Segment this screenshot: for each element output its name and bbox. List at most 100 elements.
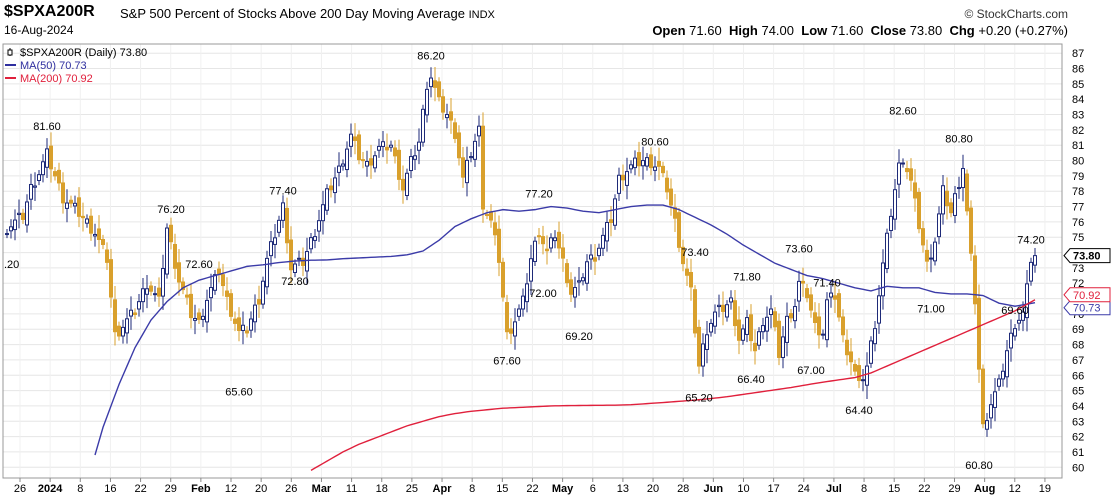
price-annotation: 86.20 (417, 50, 445, 62)
candle-body (309, 237, 313, 250)
x-tick-label: 18 (376, 483, 388, 495)
candle-body (9, 226, 13, 232)
price-annotation: 71.40 (813, 277, 841, 289)
price-annotation: 80.60 (641, 136, 669, 148)
candle-body (393, 147, 397, 157)
candle-body (337, 165, 341, 173)
candle-body (317, 220, 321, 232)
candle-body (457, 132, 461, 159)
candle-body (513, 321, 517, 337)
candle-body (741, 328, 745, 341)
ohlc-readout: Open 71.60 High 74.00 Low 71.60 Close 73… (652, 23, 1068, 38)
candle-body (253, 304, 257, 323)
candle-body (409, 156, 413, 172)
candle-body (401, 178, 405, 191)
candle-body (621, 174, 625, 181)
candle-body (157, 287, 161, 297)
price-annotation: 80.80 (945, 133, 973, 145)
candle-body (929, 257, 933, 260)
candle-body (173, 243, 177, 269)
candle-body (289, 239, 293, 271)
candle-body (313, 236, 317, 241)
price-tag-label: 73.80 (1073, 251, 1101, 263)
y-tick-label: 80 (1072, 156, 1084, 168)
x-tick-label: 29 (948, 483, 960, 495)
brand-logo[interactable]: © StockCharts.com (964, 7, 1068, 21)
candle-body (61, 182, 65, 204)
x-tick-label: Aug (974, 483, 995, 495)
candle-body (433, 80, 437, 88)
candle-body (521, 295, 525, 310)
candle-body (581, 277, 585, 282)
candle-body (685, 268, 689, 276)
candle-body (353, 136, 357, 141)
candle-body (857, 365, 861, 381)
candle-body (153, 293, 157, 296)
candle-body (797, 280, 801, 302)
price-annotation: 66.40 (737, 374, 765, 386)
candle-body (497, 228, 501, 263)
candle-body (277, 219, 281, 233)
candle-body (845, 339, 849, 356)
close-label: Close (870, 23, 907, 38)
candle-body (25, 201, 29, 226)
price-annotation: 74.20 (1017, 234, 1045, 246)
candle-body (425, 88, 429, 116)
x-tick-label: 17 (767, 483, 779, 495)
candle-body (421, 108, 425, 143)
exchange: INDX (468, 9, 495, 21)
candle-body (885, 232, 889, 270)
candle-body (873, 328, 877, 345)
x-tick-label: 22 (134, 483, 146, 495)
candle-body (81, 215, 85, 219)
y-tick-label: 68 (1072, 340, 1084, 352)
price-annotation: 76.20 (157, 204, 185, 216)
x-tick-label: Jun (704, 483, 724, 495)
candle-body (33, 185, 37, 188)
candle-body (529, 258, 533, 282)
candle-body (481, 125, 485, 210)
candle-body (745, 317, 749, 335)
candle-body (281, 202, 285, 221)
y-tick-label: 72 (1072, 278, 1084, 290)
candle-body (429, 77, 433, 88)
y-tick-label: 77 (1072, 202, 1084, 214)
candle-body (209, 287, 213, 299)
price-annotation: 72.80 (281, 276, 309, 288)
candle-body (969, 207, 973, 254)
candle-body (573, 287, 577, 298)
y-tick-label: 85 (1072, 79, 1084, 91)
candle-body (805, 288, 809, 299)
candle-body (221, 274, 225, 287)
y-tick-label: 76 (1072, 217, 1084, 229)
price-annotation: 65.60 (225, 386, 253, 398)
candle-body (273, 237, 277, 245)
y-tick-label: 69 (1072, 324, 1084, 336)
candle-body (625, 171, 629, 186)
candle-body (973, 255, 977, 305)
candle-body (77, 197, 81, 217)
candle-body (517, 308, 521, 317)
candle-body (749, 314, 753, 342)
y-tick-label: 64 (1072, 401, 1084, 413)
y-tick-label: 73 (1072, 263, 1084, 275)
candle-body (817, 316, 821, 336)
legend-swatch (7, 49, 13, 56)
candle-body (897, 162, 901, 185)
candle-body (877, 295, 881, 324)
candle-body (1033, 255, 1037, 266)
candle-body (773, 311, 777, 328)
candle-body (965, 173, 969, 212)
candle-body (669, 188, 673, 206)
candle-body (89, 215, 93, 234)
left-clip-label: .20 (4, 259, 19, 271)
y-tick-label: 86 (1072, 64, 1084, 76)
x-tick-label: 11 (346, 483, 357, 495)
price-annotation: 73.60 (785, 244, 813, 256)
candle-body (181, 281, 185, 291)
candle-body (57, 169, 61, 184)
candle-body (225, 290, 229, 297)
y-tick-label: 61 (1072, 447, 1084, 459)
candle-body (161, 268, 165, 297)
